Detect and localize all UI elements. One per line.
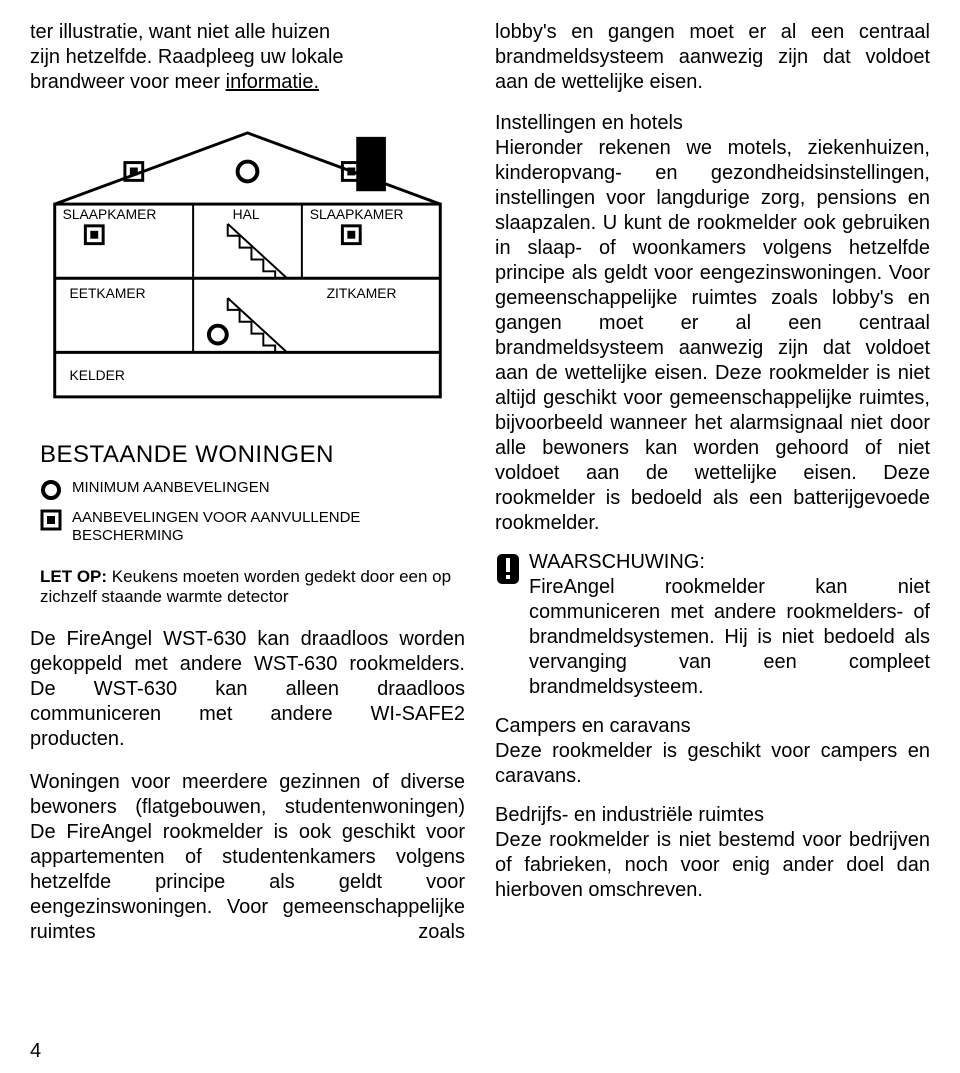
square-icon	[40, 509, 62, 531]
camp-body: Deze rookmelder is geschikt voor campers…	[495, 740, 930, 787]
warn-text: FireAngel rookmelder kan niet communicer…	[529, 576, 930, 698]
label-eetkamer: EETKAMER	[70, 285, 146, 301]
intro-line3a: brandweer voor meer	[30, 71, 226, 93]
note-bold: LET OP:	[40, 567, 107, 586]
page-number: 4	[30, 1040, 465, 1063]
warning-body: WAARSCHUWING: FireAngel rookmelder kan n…	[529, 550, 930, 700]
intro-text: ter illustratie, want niet alle huizen z…	[30, 20, 465, 95]
p2-body: De FireAngel rookmelder is ook geschikt …	[30, 821, 465, 943]
legend-extra-text: AANBEVELINGEN VOOR AANVULLENDE BESCHERMI…	[72, 509, 360, 545]
label-hal: HAL	[233, 206, 260, 222]
right-column: lobby's en gangen moet er al een centraa…	[495, 20, 930, 1063]
label-slaapkamer-l: SLAAPKAMER	[63, 206, 157, 222]
camp-head: Campers en caravans	[495, 715, 691, 737]
right-top-para: lobby's en gangen moet er al een centraa…	[495, 20, 930, 95]
warning-icon	[495, 552, 521, 586]
house-svg: SLAAPKAMER HAL SLAAPKAMER EETKAMER ZITKA…	[30, 125, 465, 412]
legend-row-extra: AANBEVELINGEN VOOR AANVULLENDE BESCHERMI…	[40, 509, 465, 545]
legend-min-text: MINIMUM AANBEVELINGEN	[72, 479, 270, 497]
campers-block: Campers en caravans Deze rookmelder is g…	[495, 714, 930, 789]
label-slaapkamer-r: SLAAPKAMER	[310, 206, 404, 222]
label-kelder: KELDER	[70, 367, 125, 383]
legend-row-min: MINIMUM AANBEVELINGEN	[40, 479, 465, 501]
intro-line2: zijn hetzelfde. Raadpleeg uw lokale	[30, 46, 344, 68]
intro-line1: ter illustratie, want niet alle huizen	[30, 21, 330, 43]
left-para-2: Woningen voor meerdere gezinnen of diver…	[30, 770, 465, 945]
left-column: ter illustratie, want niet alle huizen z…	[30, 20, 465, 1063]
section-title: BESTAANDE WONINGEN	[40, 441, 465, 469]
ind-head: Bedrijfs- en industriële ruimtes	[495, 804, 764, 826]
label-zitkamer: ZITKAMER	[327, 285, 397, 301]
warn-head: WAARSCHUWING:	[529, 551, 705, 573]
ind-body: Deze rookmelder is niet bestemd voor bed…	[495, 829, 930, 901]
roof-circle-mid-icon	[238, 162, 258, 182]
p2-head: Woningen voor meerdere gezinnen of diver…	[30, 771, 465, 818]
warning-block: WAARSCHUWING: FireAngel rookmelder kan n…	[495, 550, 930, 700]
house-diagram: SLAAPKAMER HAL SLAAPKAMER EETKAMER ZITKA…	[30, 125, 465, 417]
kitchen-note: LET OP: Keukens moeten worden gedekt doo…	[40, 567, 465, 608]
circle-icon	[40, 479, 62, 501]
left-para-1: De FireAngel WST-630 kan draadloos worde…	[30, 627, 465, 752]
inst-head: Instellingen en hotels	[495, 112, 683, 134]
intro-line3-underlined: informatie.	[226, 71, 319, 93]
industrial-block: Bedrijfs- en industriële ruimtes Deze ro…	[495, 803, 930, 903]
inst-block: Instellingen en hotels Hieronder rekenen…	[495, 111, 930, 536]
legend: MINIMUM AANBEVELINGEN AANBEVELINGEN VOOR…	[40, 479, 465, 553]
inst-body: Hieronder rekenen we motels, ziekenhuize…	[495, 137, 930, 534]
